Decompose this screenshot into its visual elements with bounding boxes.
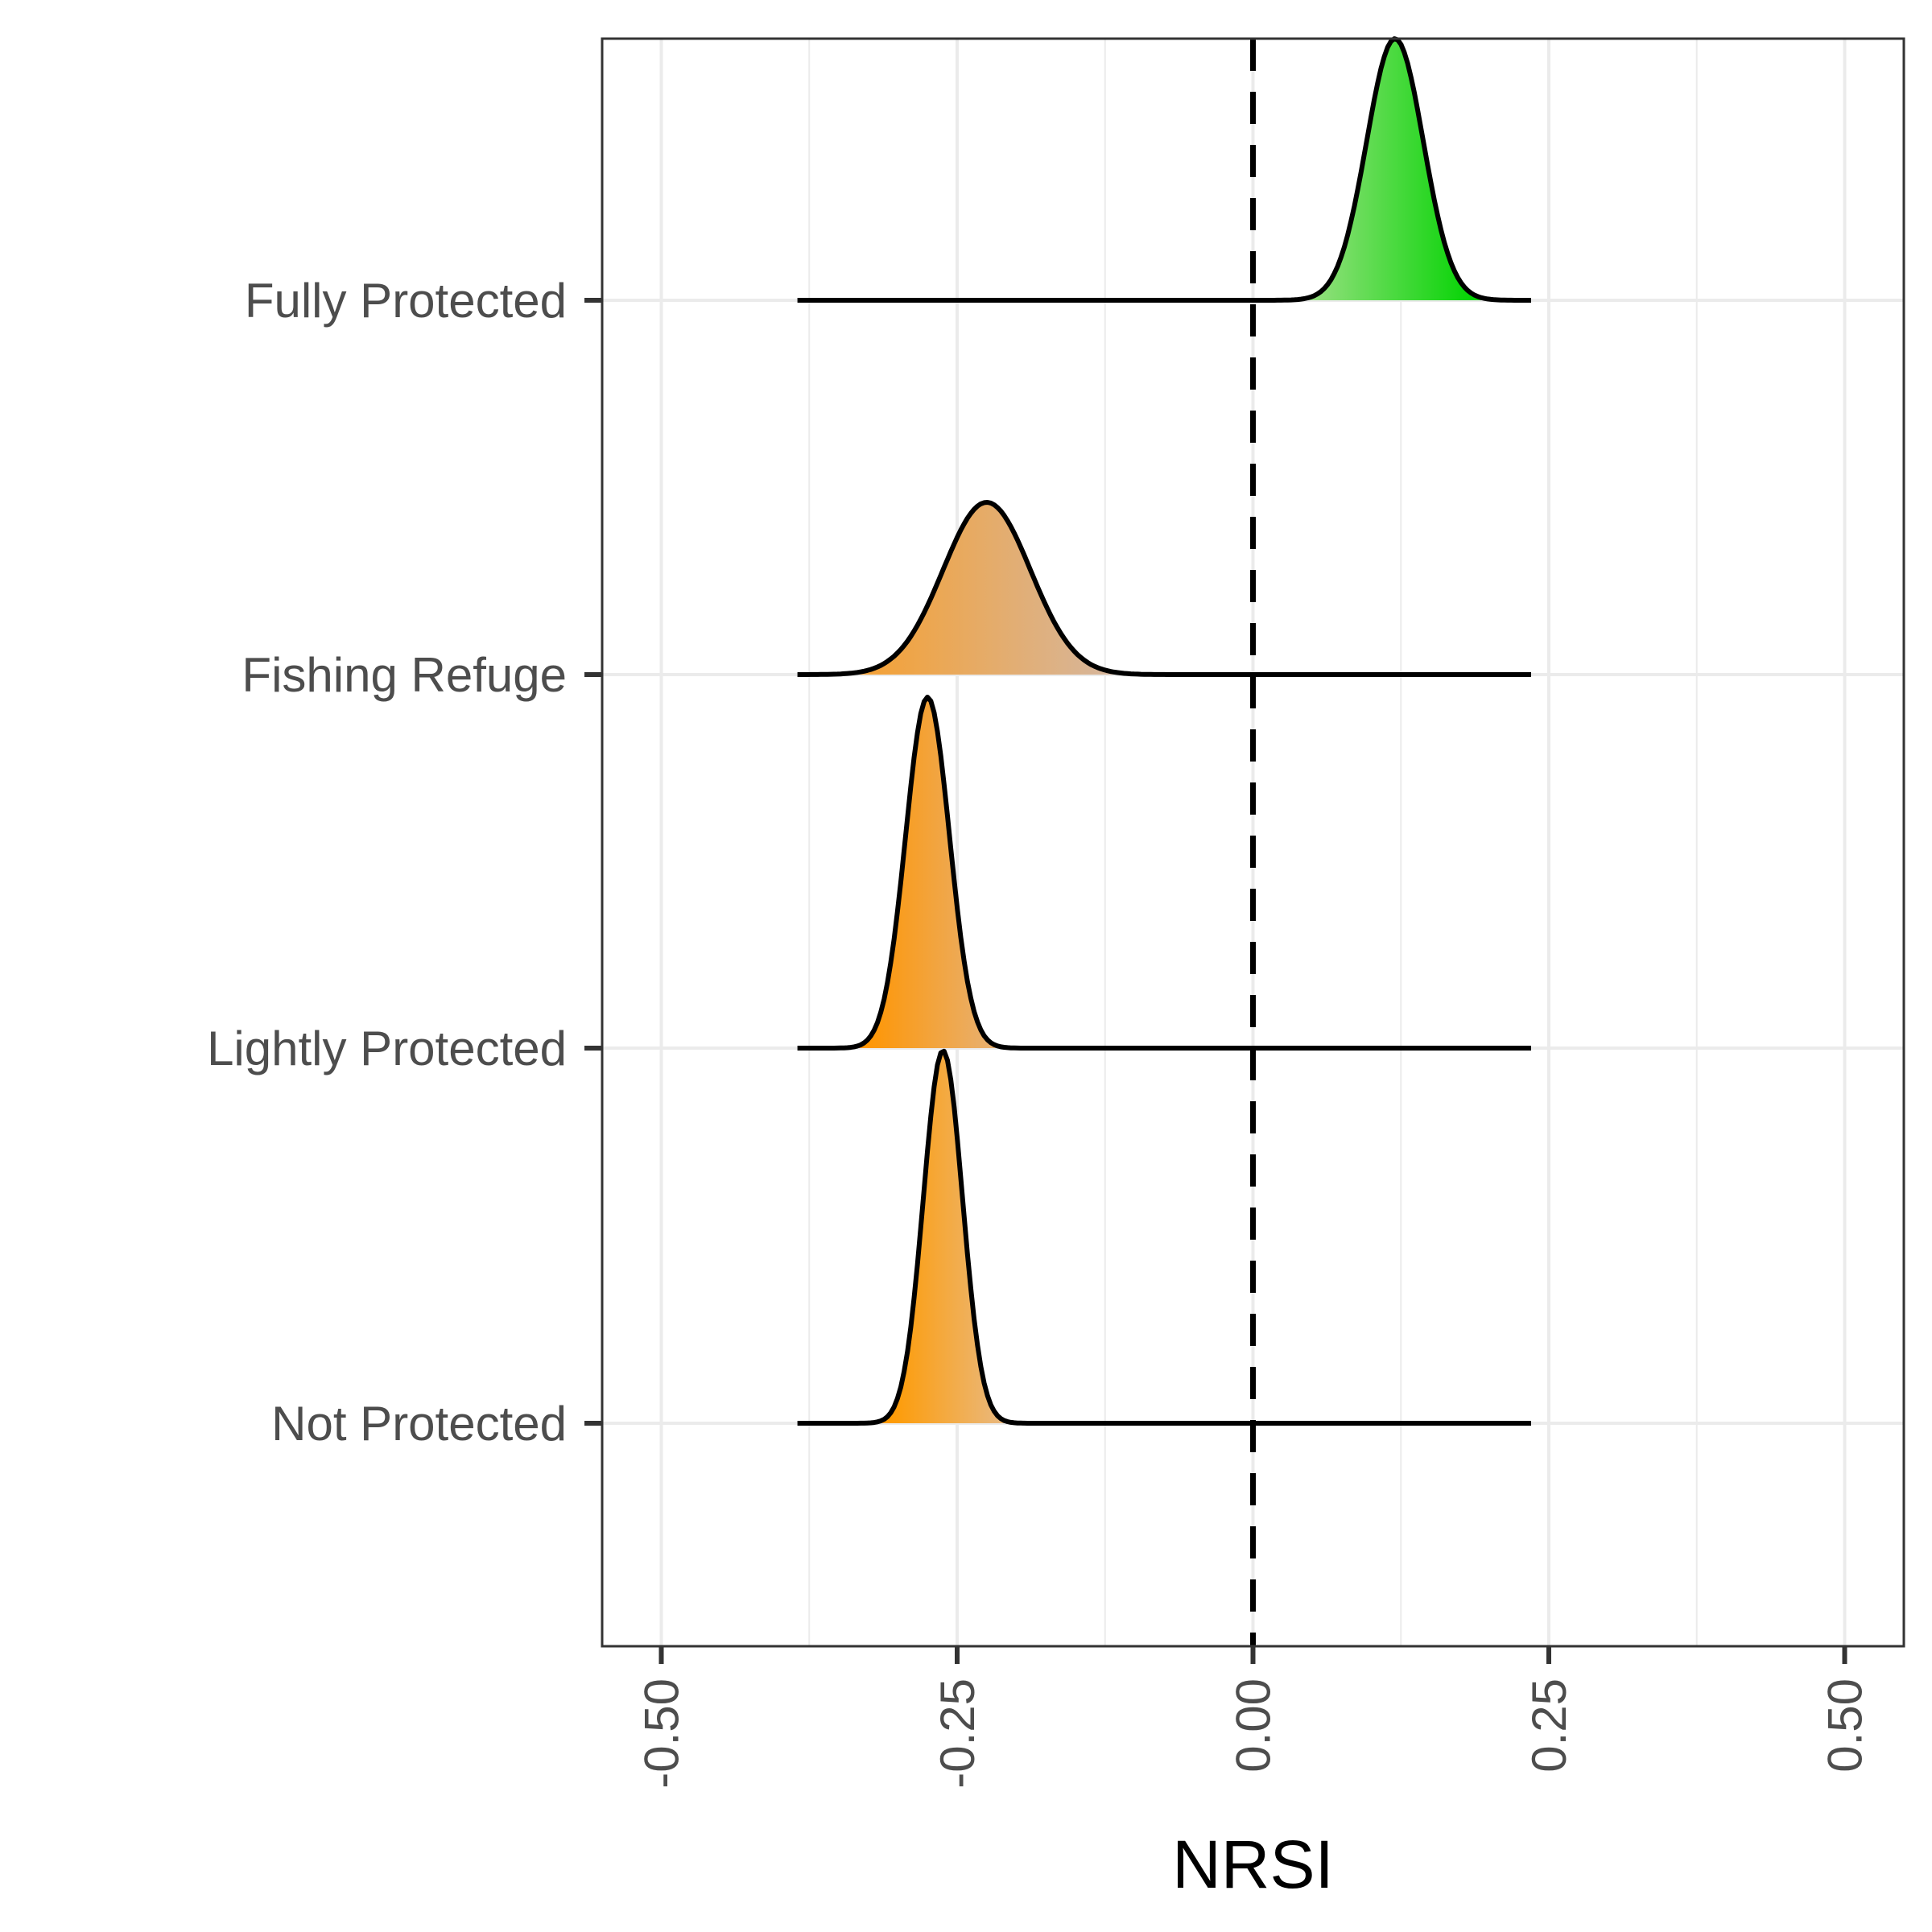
ridge-fill [797,697,1531,1048]
ridge-fill [797,502,1531,675]
x-tick-label: 0.00 [1227,1678,1281,1773]
y-tick-label: Lightly Protected [207,1022,567,1075]
x-axis-title: NRSI [1172,1827,1334,1902]
x-tick-label: -0.50 [635,1678,689,1789]
ridge-fill [797,39,1531,300]
ridge-outline [797,500,1531,677]
y-tick-label: Not Protected [271,1397,567,1451]
ridge-outline [797,36,1531,303]
ridge-fishing-refuge [797,500,1531,677]
x-axis: -0.50 -0.25 0.00 0.25 0.50 [635,1646,1872,1789]
ridge-lightly-protected [797,695,1531,1051]
ridge-fully-protected [797,36,1531,303]
ridges [797,36,1531,1426]
y-tick-label: Fishing Refuge [242,648,567,702]
ridge-outline [797,695,1531,1051]
x-tick-label: 0.50 [1818,1678,1872,1773]
ridge-outline [797,1048,1531,1426]
ridge-fill [797,1051,1531,1423]
x-tick-label: -0.25 [931,1678,985,1789]
y-tick-label: Fully Protected [245,274,567,328]
ridge-not-protected [797,1048,1531,1426]
y-axis: Not Protected Lightly Protected Fishing Re… [207,274,602,1451]
x-tick-label: 0.25 [1522,1678,1576,1773]
